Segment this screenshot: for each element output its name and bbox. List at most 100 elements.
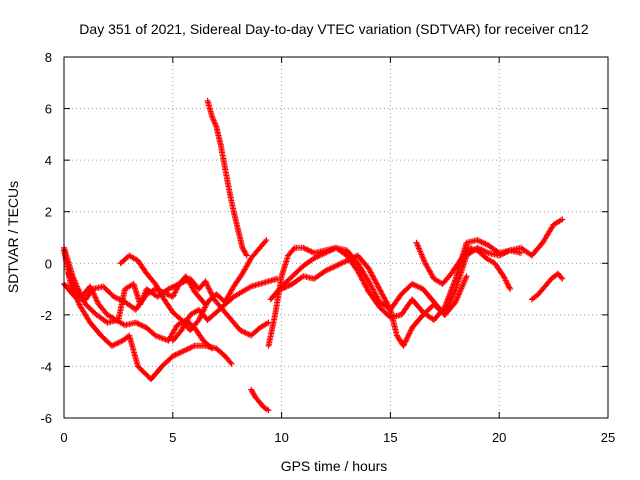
data-point [354,268,361,274]
data-point [175,281,181,288]
data-point [410,281,417,288]
data-point [182,347,188,354]
data-point [405,331,412,338]
data-point [108,342,115,349]
data-point [479,239,486,246]
data-point [152,332,159,339]
data-point [92,294,99,301]
data-point [203,279,210,286]
data-point [341,259,348,265]
data-point [242,329,249,336]
data-point [407,328,414,335]
data-point [339,259,346,266]
data-point [301,245,308,252]
data-point [141,323,147,330]
data-point [358,274,365,281]
data-point [244,330,251,337]
data-point [195,317,202,323]
data-point [165,286,172,293]
data-point [416,284,422,291]
data-points [61,97,566,414]
data-point [349,255,356,262]
data-point [403,335,410,342]
y-tick-label: 0 [45,256,52,271]
data-point [158,334,165,341]
data-point [327,247,334,254]
data-point [497,251,504,258]
data-point [370,273,376,280]
data-point [405,333,412,340]
data-point [496,252,503,259]
data-point [210,116,217,123]
data-point [94,298,101,305]
data-point [420,255,427,262]
y-tick-label: -4 [40,359,52,374]
series-arc-a [61,247,235,383]
data-point [402,338,409,345]
data-point [206,286,213,293]
x-tick-label: 20 [492,430,506,445]
data-point [168,284,175,291]
data-point [345,257,352,264]
data-point [132,319,139,326]
data-point [176,280,183,287]
data-point [284,283,290,290]
x-tick-label: 15 [383,430,397,445]
y-axis-label: SDTVAR / TECUs [5,181,21,293]
data-point [240,246,247,253]
data-point [503,249,509,256]
data-point [311,255,318,262]
data-point [557,217,564,224]
data-point [414,283,421,290]
data-point [241,329,248,336]
data-point [175,350,182,357]
data-point [363,284,370,291]
data-point [482,240,489,247]
data-point [369,272,376,279]
data-point [484,249,490,256]
data-point [179,279,185,286]
data-point [500,250,507,257]
data-point [326,248,333,254]
data-point [111,341,118,348]
data-point [263,237,270,244]
data-point [507,286,514,293]
data-point [202,303,209,310]
data-point [264,320,271,327]
data-point [187,344,194,351]
data-point [501,250,508,256]
data-point [89,289,96,295]
data-point [355,269,362,276]
data-point [115,339,122,346]
data-point [312,254,319,261]
data-point [334,262,341,269]
data-point [409,280,416,287]
data-point [184,346,191,352]
data-point [87,283,94,290]
x-tick-label: 5 [169,430,176,445]
data-point [337,260,344,267]
data-point [112,294,119,301]
data-point [113,295,120,302]
data-point [169,353,176,360]
data-point [308,248,315,255]
data-point [207,344,214,351]
data-point [474,237,481,244]
data-point [481,240,488,247]
series-spike [204,97,250,259]
data-point [300,244,307,251]
data-point [383,299,390,306]
data-point [367,268,374,275]
series-arc-j [413,239,514,293]
data-point [323,249,330,256]
data-point [504,248,511,255]
data-point [370,286,376,293]
data-point [406,330,413,337]
data-point [378,288,384,295]
data-point [378,290,385,297]
data-point [407,327,414,334]
data-point [136,321,143,328]
data-point [243,251,250,258]
data-point [463,273,470,280]
data-point [403,337,410,344]
